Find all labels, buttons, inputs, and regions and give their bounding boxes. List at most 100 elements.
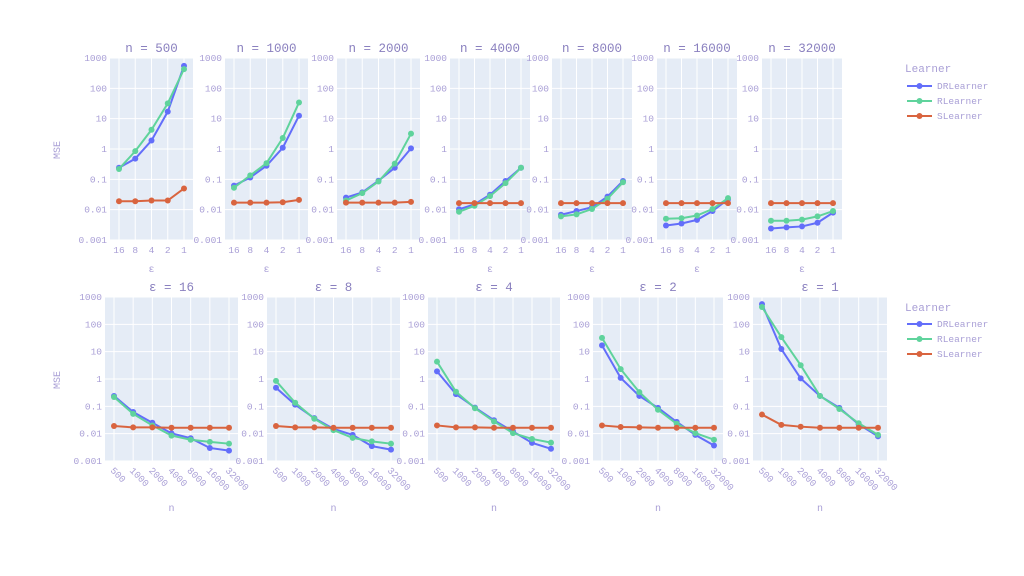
y-tick-label: 0.1	[637, 174, 654, 185]
data-point-SLearner	[487, 200, 493, 207]
bottom-y-axis-label: MSE	[53, 371, 64, 389]
x-tick-label: 1000	[289, 465, 313, 489]
x-tick-label: 1	[408, 245, 414, 256]
data-point-SLearner	[663, 200, 669, 207]
x-tick-label: 1	[830, 245, 836, 256]
data-point-RLearner	[817, 392, 823, 399]
data-point-DRLearner	[164, 108, 171, 115]
data-point-DRLearner	[778, 346, 785, 353]
subplot-title: ε = 16	[149, 281, 194, 295]
y-tick-label: 100	[317, 83, 334, 94]
data-point-SLearner	[349, 424, 356, 431]
data-point-SLearner	[231, 199, 237, 206]
x-tick-label: 8	[132, 245, 138, 256]
data-point-DRLearner	[296, 112, 302, 119]
y-tick-label: 0.01	[79, 429, 102, 440]
y-tick-label: 1000	[241, 292, 264, 303]
y-tick-label: 0.01	[631, 205, 654, 216]
y-tick-label: 0.001	[193, 235, 222, 246]
x-tick-label: 500	[596, 465, 616, 485]
data-point-RLearner	[181, 66, 187, 73]
legend-item-RLearner[interactable]: RLearner	[907, 96, 983, 107]
y-tick-label: 0.01	[727, 429, 750, 440]
data-point-SLearner	[875, 424, 881, 431]
legend-item-SLearner[interactable]: SLearner	[907, 111, 983, 122]
data-point-SLearner	[599, 422, 605, 429]
data-point-SLearner	[768, 200, 774, 207]
data-point-RLearner	[797, 362, 804, 369]
y-tick-label: 1	[96, 374, 102, 385]
x-tick-label: 500	[270, 465, 290, 485]
subplot-title: n = 8000	[562, 42, 622, 56]
y-tick-label: 10	[739, 347, 751, 358]
y-tick-label: 1	[584, 374, 590, 385]
x-tick-label: 2000	[469, 465, 493, 489]
y-tick-label: 1	[101, 144, 107, 155]
y-tick-label: 1	[258, 374, 264, 385]
subplot-title: ε = 1	[801, 281, 839, 295]
data-point-SLearner	[359, 199, 366, 206]
subplot-title: n = 2000	[348, 42, 408, 56]
data-point-SLearner	[116, 198, 122, 205]
x-tick-label: 4	[264, 245, 270, 256]
data-point-RLearner	[130, 410, 137, 417]
data-point-SLearner	[408, 198, 414, 205]
y-tick-label: 0.1	[573, 401, 590, 412]
data-point-SLearner	[168, 424, 175, 431]
y-tick-label: 1000	[736, 53, 759, 64]
y-tick-label: 100	[90, 83, 107, 94]
legend-item-DRLearner[interactable]: DRLearner	[907, 81, 988, 92]
data-point-RLearner	[164, 100, 171, 107]
legend-item-RLearner[interactable]: RLearner	[907, 334, 983, 345]
data-point-RLearner	[529, 435, 535, 442]
data-point-RLearner	[231, 184, 237, 191]
legend-marker	[916, 351, 923, 357]
top-y-axis-label: MSE	[53, 141, 64, 159]
x-tick-label: 8	[679, 245, 685, 256]
x-tick-label: 4000	[165, 465, 189, 489]
y-tick-label: 0.1	[430, 174, 447, 185]
x-axis-label: ε	[799, 265, 805, 276]
data-point-RLearner	[292, 399, 299, 406]
x-axis-label: ε	[148, 265, 154, 276]
data-point-SLearner	[130, 424, 137, 431]
y-tick-label: 10	[211, 114, 223, 125]
y-tick-label: 0.001	[73, 456, 102, 467]
legend-item-SLearner[interactable]: SLearner	[907, 349, 983, 360]
data-point-RLearner	[814, 213, 821, 220]
data-point-SLearner	[529, 424, 535, 431]
y-tick-label: 0.1	[408, 401, 425, 412]
x-tick-label: 4	[694, 245, 700, 256]
subplot-title: n = 1000	[236, 42, 296, 56]
data-point-SLearner	[388, 424, 394, 431]
data-point-DRLearner	[768, 225, 774, 232]
data-point-SLearner	[617, 424, 624, 431]
legend-item-DRLearner[interactable]: DRLearner	[907, 319, 988, 330]
data-point-RLearner	[678, 215, 685, 222]
subplot-title: ε = 8	[315, 281, 353, 295]
x-tick-label: 2000	[633, 465, 657, 489]
y-tick-label: 0.1	[247, 401, 264, 412]
bottom-legend[interactable]: Learner DRLearner RLearner SLearner	[905, 303, 988, 360]
x-tick-label: 4	[149, 245, 155, 256]
subplot-title: n = 500	[125, 42, 178, 56]
y-tick-label: 0.001	[721, 456, 750, 467]
data-point-SLearner	[694, 200, 700, 207]
data-point-DRLearner	[434, 368, 440, 375]
legend-label: SLearner	[937, 349, 983, 360]
data-point-RLearner	[709, 206, 716, 213]
data-point-SLearner	[502, 200, 509, 207]
legend-title: Learner	[905, 303, 951, 315]
x-tick-label: 16	[765, 245, 777, 256]
data-point-SLearner	[783, 200, 790, 207]
data-point-RLearner	[226, 440, 232, 447]
top-legend[interactable]: Learner DRLearner RLearner SLearner	[905, 64, 988, 122]
data-point-RLearner	[375, 178, 382, 185]
data-point-RLearner	[799, 216, 805, 223]
data-point-SLearner	[296, 196, 302, 203]
y-tick-label: 0.001	[396, 456, 425, 467]
legend-marker	[916, 321, 923, 327]
